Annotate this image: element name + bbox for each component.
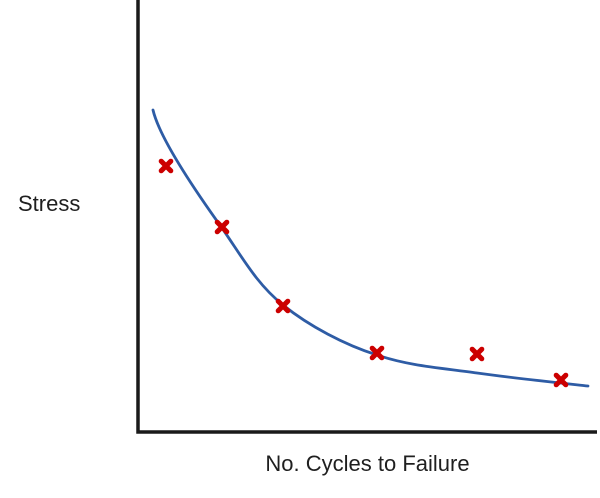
data-point-marker	[214, 219, 230, 235]
data-point-marker	[369, 345, 385, 361]
data-point-marker	[469, 346, 485, 362]
data-point-marker	[158, 158, 174, 174]
y-axis-label: Stress	[18, 191, 81, 216]
scatter-markers	[158, 158, 569, 388]
fitted-curve-line	[151, 108, 590, 388]
data-point-marker	[553, 372, 569, 388]
axes-lines	[136, 0, 597, 434]
x-axis-label-container: No. Cycles to Failure	[138, 451, 597, 476]
data-point-marker	[275, 298, 291, 314]
x-axis-label: No. Cycles to Failure	[265, 451, 470, 476]
